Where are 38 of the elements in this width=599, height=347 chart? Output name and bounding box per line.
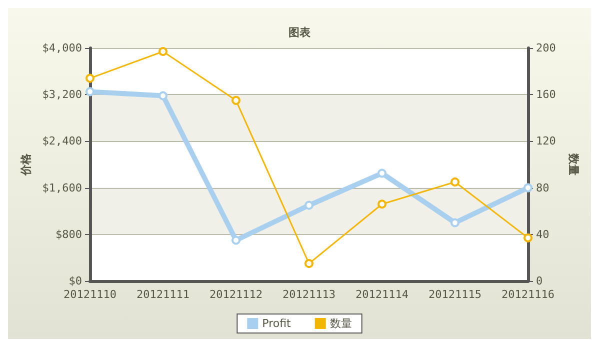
y-tick-label: $0 bbox=[68, 274, 82, 288]
x-tick-label: 20121113 bbox=[282, 288, 336, 301]
x-tick-label: 20121114 bbox=[356, 288, 409, 301]
y-tick-label: $2,400 bbox=[42, 134, 82, 148]
y-tick-label: $1,600 bbox=[42, 181, 82, 194]
y2-tick-label: 40 bbox=[536, 228, 550, 241]
x-tick-label: 20121115 bbox=[428, 288, 482, 301]
point bbox=[86, 74, 94, 83]
point bbox=[158, 46, 168, 56]
point bbox=[450, 177, 460, 186]
point bbox=[232, 236, 240, 245]
y2-tick-label: 80 bbox=[536, 181, 550, 194]
y2-tick-label: 0 bbox=[536, 274, 543, 288]
point bbox=[378, 168, 386, 178]
x-tick-label: 20121110 bbox=[64, 288, 116, 301]
point bbox=[450, 218, 460, 228]
point bbox=[158, 91, 168, 100]
y2-tick-label: 200 bbox=[536, 42, 556, 54]
x-tick-label: 20121112 bbox=[210, 288, 262, 301]
point bbox=[524, 233, 532, 242]
point bbox=[232, 96, 240, 105]
y2-tick-label: 160 bbox=[536, 88, 556, 102]
x-tick-label: 20121111 bbox=[136, 288, 190, 301]
y2-tick-label: 120 bbox=[536, 134, 556, 148]
point bbox=[304, 259, 314, 268]
y2-axis-title: 数量 bbox=[567, 152, 580, 176]
x-tick-label: 20121116 bbox=[502, 288, 554, 301]
chart-title: 图表 bbox=[288, 26, 312, 39]
y-tick-label: $4,000 bbox=[42, 42, 82, 54]
point bbox=[86, 87, 94, 96]
legend-label: 数量 bbox=[330, 317, 352, 330]
y-axis-title: 价格 bbox=[19, 152, 32, 176]
point bbox=[524, 183, 532, 192]
y-tick-label: $800 bbox=[56, 228, 82, 241]
point bbox=[378, 200, 386, 209]
y-tick-label: $3,200 bbox=[42, 88, 82, 102]
point bbox=[304, 200, 314, 210]
legend-label: Profit bbox=[262, 317, 292, 330]
